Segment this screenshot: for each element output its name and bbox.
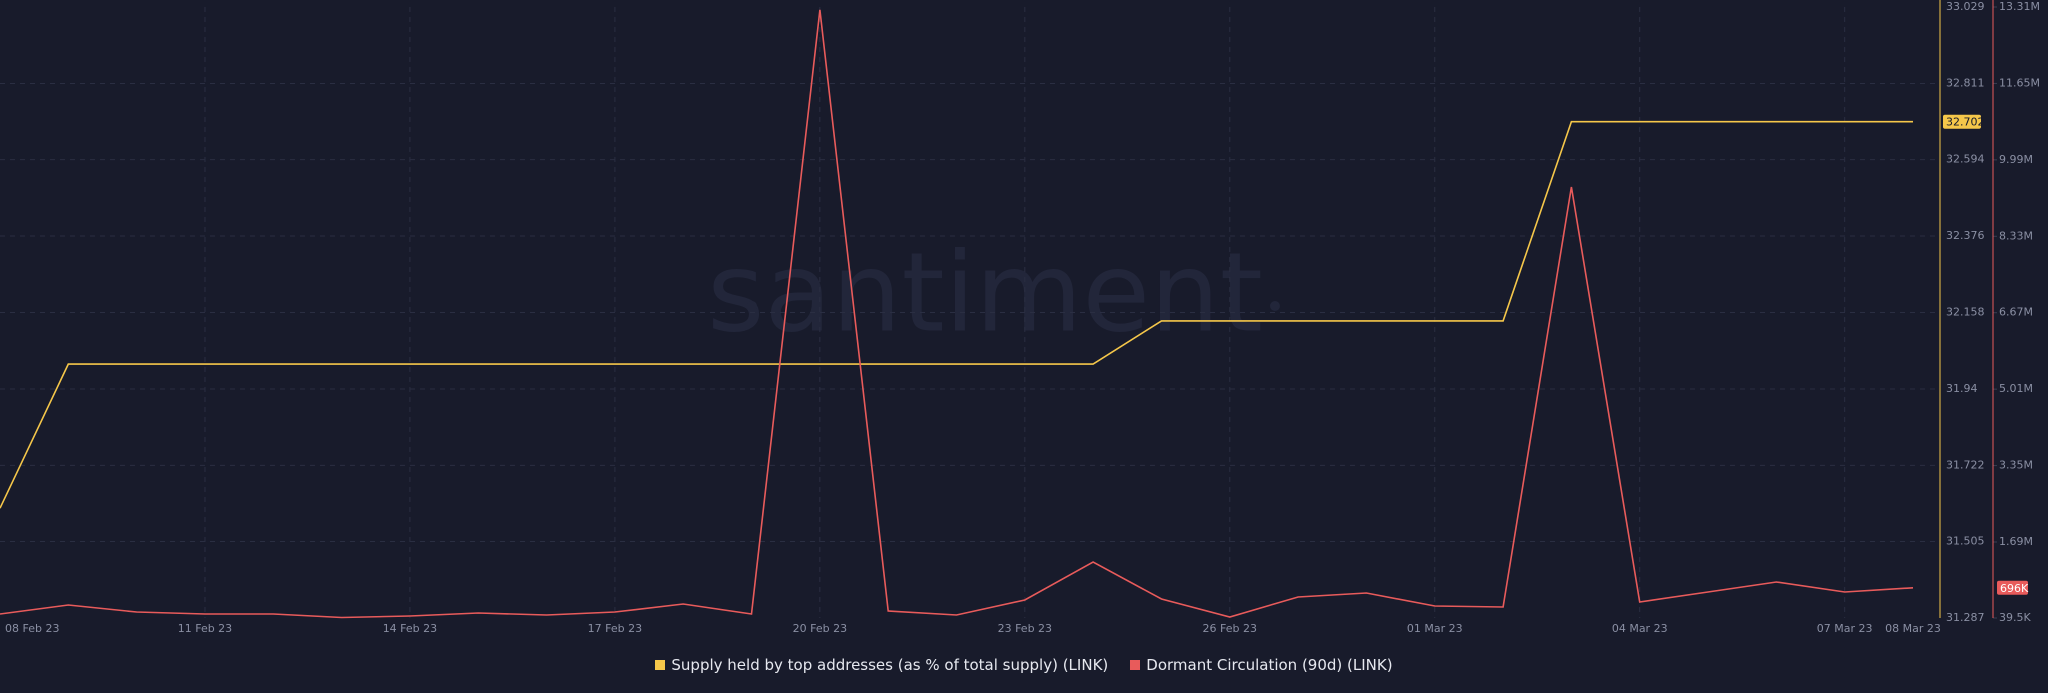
- legend-label: Supply held by top addresses (as % of to…: [671, 656, 1109, 674]
- series-line: [0, 120, 1913, 509]
- x-tick-label: 23 Feb 23: [998, 622, 1052, 635]
- watermark: santiment: [707, 228, 1263, 356]
- y2-tick-label: 1.69M: [1999, 535, 2033, 548]
- y2-tick-label: 9.99M: [1999, 153, 2033, 166]
- legend: Supply held by top addresses (as % of to…: [0, 656, 2048, 674]
- y2-tick-label: 13.31M: [1999, 0, 2040, 13]
- y-tick-label: 32.594: [1946, 153, 1985, 166]
- x-tick-label: 08 Mar 23: [1885, 622, 1941, 635]
- x-tick-label: 17 Feb 23: [588, 622, 642, 635]
- legend-label: Dormant Circulation (90d) (LINK): [1146, 656, 1393, 674]
- y2-tick-label: 8.33M: [1999, 229, 2033, 242]
- x-tick-label: 04 Mar 23: [1612, 622, 1668, 635]
- y-tick-label: 31.287: [1946, 611, 1985, 624]
- badge-label: 32.702: [1946, 116, 1985, 129]
- y-tick-label: 33.029: [1946, 0, 1985, 13]
- watermark-dot: [1270, 301, 1280, 311]
- badge-label: 696K: [2000, 582, 2029, 595]
- y-tick-label: 32.158: [1946, 306, 1985, 319]
- x-tick-label: 14 Feb 23: [383, 622, 437, 635]
- series-line: [0, 9, 1914, 619]
- y-tick-label: 32.376: [1946, 229, 1985, 242]
- x-tick-label: 07 Mar 23: [1817, 622, 1873, 635]
- y-tick-label: 31.94: [1946, 382, 1978, 395]
- x-tick-label: 01 Mar 23: [1407, 622, 1463, 635]
- y2-tick-label: 5.01M: [1999, 382, 2033, 395]
- y-tick-label: 32.811: [1946, 76, 1985, 89]
- legend-swatch: [655, 660, 666, 670]
- y2-tick-label: 39.5K: [1999, 611, 2031, 624]
- last-value-badge: 696K: [1997, 580, 2029, 595]
- badge-bg: [1997, 580, 2028, 595]
- x-tick-label: 11 Feb 23: [178, 622, 232, 635]
- x-tick-label: 08 Feb 23: [5, 622, 59, 635]
- badge-bg: [1943, 114, 1981, 129]
- legend-item[interactable]: Dormant Circulation (90d) (LINK): [1130, 656, 1393, 674]
- y-tick-label: 31.722: [1946, 458, 1985, 471]
- y2-tick-label: 3.35M: [1999, 459, 2033, 472]
- legend-swatch: [1130, 660, 1141, 670]
- last-value-badge: 32.702: [1943, 114, 1985, 129]
- watermark-dot: [747, 301, 757, 311]
- y2-tick-label: 11.65M: [1999, 76, 2040, 89]
- x-tick-label: 20 Feb 23: [793, 622, 847, 635]
- y-tick-label: 31.505: [1946, 535, 1985, 548]
- y2-tick-label: 6.67M: [1999, 306, 2033, 319]
- x-tick-label: 26 Feb 23: [1203, 622, 1257, 635]
- legend-item[interactable]: Supply held by top addresses (as % of to…: [655, 656, 1108, 674]
- plot: santiment 31.287 31.505 31.722 31.94 32.158 3…: [0, 0, 2040, 635]
